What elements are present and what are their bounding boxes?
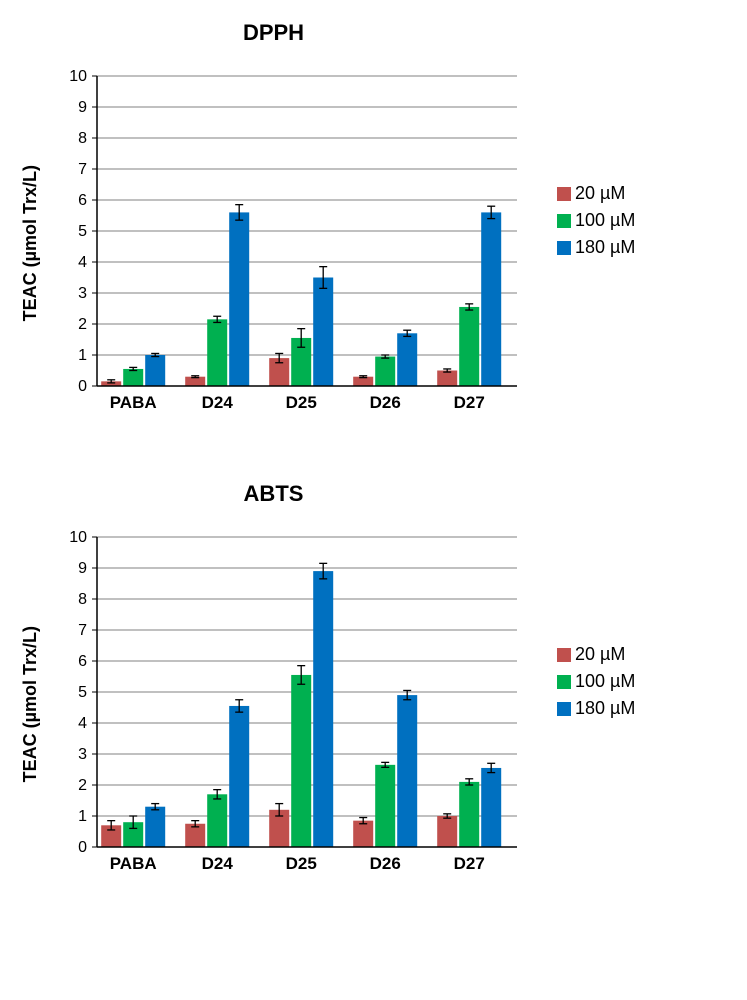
legend-item: 100 µM <box>557 671 635 692</box>
chart-title: ABTS <box>244 481 304 507</box>
y-axis-label: TEAC (µmol Trx/L) <box>20 626 41 782</box>
bar <box>145 355 165 386</box>
y-tick-label: 1 <box>78 347 87 364</box>
bar <box>459 782 479 847</box>
legend-swatch <box>557 241 571 255</box>
bar <box>375 765 395 847</box>
bar <box>229 212 249 386</box>
bar <box>123 369 143 386</box>
y-tick-label: 3 <box>78 746 87 763</box>
legend-swatch <box>557 214 571 228</box>
y-tick-label: 3 <box>78 285 87 302</box>
x-category-label: D24 <box>202 854 234 873</box>
y-tick-label: 9 <box>78 99 87 116</box>
bar <box>145 807 165 847</box>
x-category-label: D25 <box>286 393 317 412</box>
legend-label: 100 µM <box>575 671 635 692</box>
bar <box>207 319 227 386</box>
bar <box>313 278 333 387</box>
bar <box>437 816 457 847</box>
legend-label: 20 µM <box>575 644 625 665</box>
y-tick-label: 5 <box>78 684 87 701</box>
bar <box>375 357 395 386</box>
y-tick-label: 4 <box>78 715 87 732</box>
x-category-label: D26 <box>370 854 401 873</box>
bar <box>313 571 333 847</box>
y-tick-label: 2 <box>78 777 87 794</box>
y-tick-label: 5 <box>78 223 87 240</box>
y-tick-label: 8 <box>78 130 87 147</box>
chart-panel: ABTS TEAC (µmol Trx/L) 0 1 2 3 4 5 6 7 8 9 10 PABA D24… <box>20 481 727 882</box>
y-tick-label: 7 <box>78 161 87 178</box>
bar <box>459 307 479 386</box>
legend-item: 20 µM <box>557 183 635 204</box>
legend-item: 180 µM <box>557 237 635 258</box>
bar <box>229 706 249 847</box>
chart-title: DPPH <box>243 20 304 46</box>
chart-panel: DPPH TEAC (µmol Trx/L) 0 1 2 3 4 5 6 7 8 9 10 PABA D24… <box>20 20 727 421</box>
legend-label: 100 µM <box>575 210 635 231</box>
y-tick-label: 9 <box>78 560 87 577</box>
bar <box>291 675 311 847</box>
legend-swatch <box>557 675 571 689</box>
x-category-label: D27 <box>454 393 485 412</box>
y-tick-label: 8 <box>78 591 87 608</box>
legend-swatch <box>557 187 571 201</box>
bar <box>397 333 417 386</box>
y-tick-label: 0 <box>78 839 87 856</box>
y-tick-label: 6 <box>78 653 87 670</box>
bar <box>207 794 227 847</box>
y-tick-label: 10 <box>69 68 87 85</box>
y-axis-label: TEAC (µmol Trx/L) <box>20 165 41 321</box>
legend-item: 20 µM <box>557 644 635 665</box>
legend: 20 µM 100 µM 180 µM <box>557 638 635 725</box>
bar <box>437 371 457 387</box>
y-tick-label: 1 <box>78 808 87 825</box>
legend-label: 180 µM <box>575 237 635 258</box>
bar <box>481 212 501 386</box>
legend-item: 180 µM <box>557 698 635 719</box>
x-category-label: D24 <box>202 393 234 412</box>
legend-label: 180 µM <box>575 698 635 719</box>
y-tick-label: 2 <box>78 316 87 333</box>
bar <box>353 821 373 847</box>
bar <box>397 695 417 847</box>
x-category-label: D27 <box>454 854 485 873</box>
chart-svg: 0 1 2 3 4 5 6 7 8 9 10 PABA D24 D25 D26 D27 <box>47 66 527 421</box>
y-tick-label: 10 <box>69 529 87 546</box>
bar <box>481 768 501 847</box>
chart-svg: 0 1 2 3 4 5 6 7 8 9 10 PABA D24 D25 D26 D27 <box>47 527 527 882</box>
y-tick-label: 0 <box>78 378 87 395</box>
legend-label: 20 µM <box>575 183 625 204</box>
legend: 20 µM 100 µM 180 µM <box>557 177 635 264</box>
x-category-label: D25 <box>286 854 317 873</box>
legend-item: 100 µM <box>557 210 635 231</box>
y-tick-label: 4 <box>78 254 87 271</box>
x-category-label: PABA <box>110 393 157 412</box>
x-category-label: D26 <box>370 393 401 412</box>
legend-swatch <box>557 648 571 662</box>
legend-swatch <box>557 702 571 716</box>
y-tick-label: 7 <box>78 622 87 639</box>
y-tick-label: 6 <box>78 192 87 209</box>
x-category-label: PABA <box>110 854 157 873</box>
